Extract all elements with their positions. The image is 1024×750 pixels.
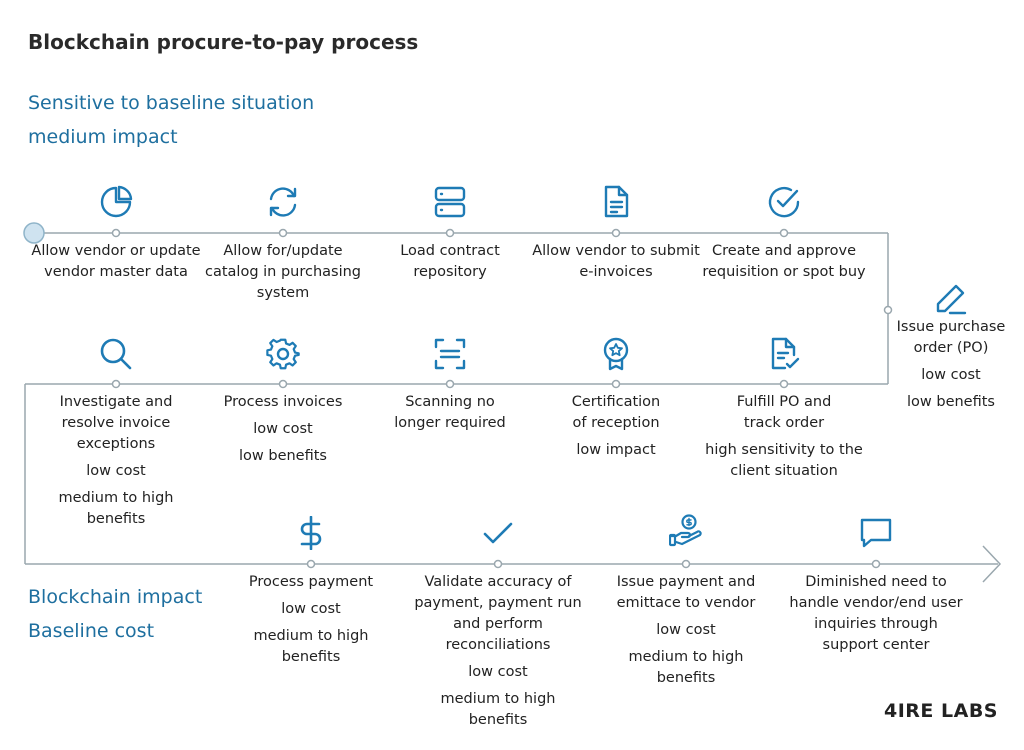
step-note: low benefits bbox=[907, 394, 995, 410]
step-validate: Validate accuracy of payment, payment ru… bbox=[408, 572, 588, 731]
step-process-payment: Process payment low cost medium to high … bbox=[226, 572, 396, 668]
step-label: Validate accuracy of payment, payment ru… bbox=[414, 574, 582, 653]
step-label: Diminished need to handle vendor/end use… bbox=[789, 574, 963, 653]
step-label: Create and approve requisition or spot b… bbox=[702, 243, 866, 280]
pen-icon bbox=[936, 284, 967, 315]
step-note: medium to high benefits bbox=[628, 649, 744, 686]
legend-bottom-line-1: Blockchain impact bbox=[28, 586, 203, 608]
step-note: medium to high benefits bbox=[440, 691, 556, 728]
step-label: Load contract repository bbox=[400, 243, 500, 280]
document-check-icon bbox=[771, 337, 800, 370]
step-label: Fulfill PO and track order bbox=[736, 394, 832, 431]
refresh-icon bbox=[269, 187, 297, 217]
step-e-invoices: Allow vendor to submit e-invoices bbox=[531, 241, 701, 283]
hand-coin-icon bbox=[669, 514, 702, 547]
step-fulfill-po: Fulfill PO and track order high sensitiv… bbox=[699, 392, 869, 482]
award-icon bbox=[603, 337, 629, 371]
checkmark-icon bbox=[483, 522, 513, 544]
step-label: Allow vendor or update vendor master dat… bbox=[31, 243, 201, 280]
step-label: Scanning no longer required bbox=[394, 394, 506, 431]
step-note: low impact bbox=[576, 442, 656, 458]
flow-nodes bbox=[111, 228, 893, 569]
flow-start-dot bbox=[23, 222, 45, 244]
step-allow-vendor: Allow vendor or update vendor master dat… bbox=[31, 241, 201, 283]
step-note: low cost bbox=[86, 463, 146, 479]
step-update-catalog: Allow for/update catalog in purchasing s… bbox=[198, 241, 368, 304]
step-note: high sensitivity to the client situation bbox=[705, 442, 863, 479]
legend-top-line-2: medium impact bbox=[28, 126, 178, 148]
step-process-invoices: Process invoices low cost low benefits bbox=[198, 392, 368, 467]
legend-bottom-line-2: Baseline cost bbox=[28, 620, 155, 642]
step-issue-po: Issue purchase order (PO) low cost low b… bbox=[892, 317, 1010, 413]
step-label: Allow for/update catalog in purchasing s… bbox=[204, 243, 362, 301]
step-label: Issue payment and emittace to vendor bbox=[616, 574, 756, 611]
step-note: low cost bbox=[921, 367, 981, 383]
step-note: low cost bbox=[468, 664, 528, 680]
step-note: low cost bbox=[281, 601, 341, 617]
step-note: low cost bbox=[253, 421, 313, 437]
step-diminished-need: Diminished need to handle vendor/end use… bbox=[786, 572, 966, 656]
legend-bottom: Blockchain impact Baseline cost bbox=[28, 580, 202, 648]
step-label: Issue purchase order (PO) bbox=[896, 319, 1006, 356]
step-note: low cost bbox=[656, 622, 716, 638]
step-label: Investigate and resolve invoice exceptio… bbox=[59, 394, 173, 452]
step-issue-payment: Issue payment and emittace to vendor low… bbox=[601, 572, 771, 689]
step-note: low benefits bbox=[239, 448, 327, 464]
step-scanning: Scanning no longer required bbox=[365, 392, 535, 434]
brand-logo: 4IRE LABS bbox=[884, 700, 998, 722]
search-icon bbox=[100, 338, 132, 370]
step-investigate: Investigate and resolve invoice exceptio… bbox=[31, 392, 201, 530]
check-circle-icon bbox=[768, 186, 800, 218]
step-requisition: Create and approve requisition or spot b… bbox=[699, 241, 869, 283]
page-title: Blockchain procure-to-pay process bbox=[28, 30, 419, 54]
legend-top: Sensitive to baseline situation medium i… bbox=[28, 86, 314, 154]
server-icon bbox=[434, 186, 466, 218]
step-label: Allow vendor to submit e-invoices bbox=[532, 243, 700, 280]
document-icon bbox=[604, 185, 629, 218]
step-label: Process invoices bbox=[223, 394, 343, 410]
pie-chart-icon bbox=[100, 185, 133, 218]
scan-icon bbox=[434, 338, 466, 370]
step-note: medium to high benefits bbox=[58, 490, 174, 527]
gear-icon bbox=[266, 338, 300, 370]
chat-icon bbox=[860, 518, 892, 548]
dollar-icon bbox=[300, 516, 322, 550]
step-label: Certification of reception bbox=[571, 394, 661, 431]
step-label: Process payment bbox=[248, 574, 374, 590]
step-certification: Certification of reception low impact bbox=[531, 392, 701, 461]
step-note: medium to high benefits bbox=[253, 628, 369, 665]
step-load-contract: Load contract repository bbox=[365, 241, 535, 283]
legend-top-line-1: Sensitive to baseline situation bbox=[28, 92, 315, 114]
